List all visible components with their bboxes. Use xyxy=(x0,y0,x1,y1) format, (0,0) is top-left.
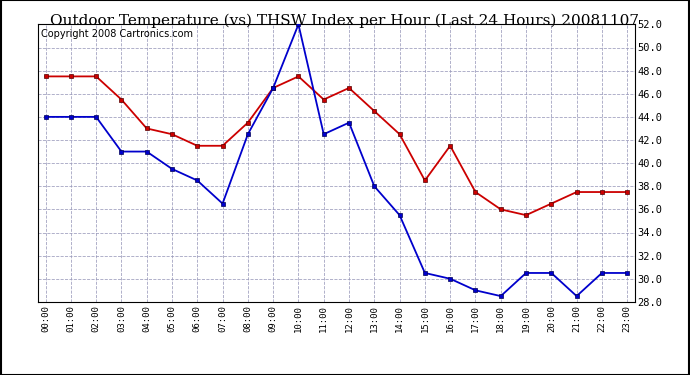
Text: Copyright 2008 Cartronics.com: Copyright 2008 Cartronics.com xyxy=(41,28,193,39)
Text: Outdoor Temperature (vs) THSW Index per Hour (Last 24 Hours) 20081107: Outdoor Temperature (vs) THSW Index per … xyxy=(50,13,640,27)
